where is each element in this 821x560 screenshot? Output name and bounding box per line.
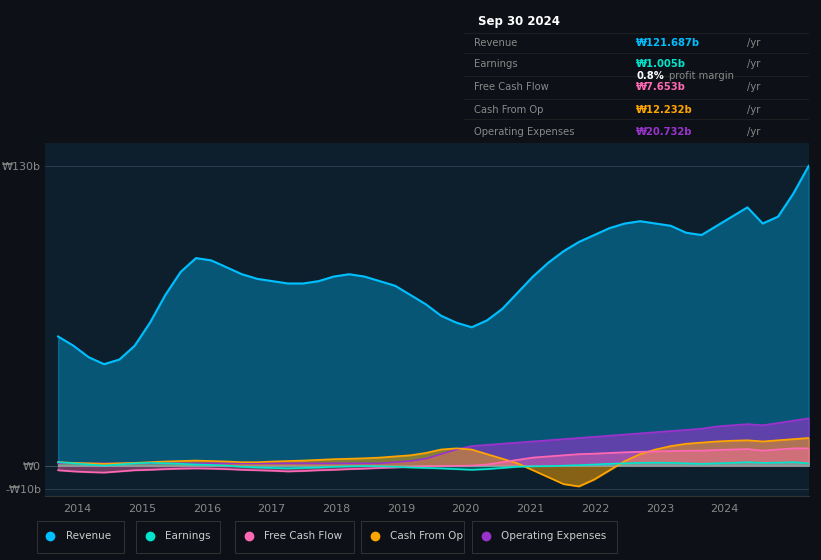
Text: ₩7.653b: ₩7.653b — [636, 82, 686, 92]
Text: Operating Expenses: Operating Expenses — [475, 127, 575, 137]
Text: Free Cash Flow: Free Cash Flow — [475, 82, 549, 92]
Text: Sep 30 2024: Sep 30 2024 — [478, 15, 560, 27]
Text: /yr: /yr — [746, 82, 760, 92]
Text: Earnings: Earnings — [475, 59, 518, 69]
Text: /yr: /yr — [746, 59, 760, 69]
Text: /yr: /yr — [746, 105, 760, 115]
Text: Free Cash Flow: Free Cash Flow — [264, 531, 342, 541]
Text: ₩1.005b: ₩1.005b — [636, 59, 686, 69]
Text: Earnings: Earnings — [165, 531, 210, 541]
Text: ₩121.687b: ₩121.687b — [636, 38, 700, 48]
Text: Operating Expenses: Operating Expenses — [501, 531, 606, 541]
Text: Cash From Op: Cash From Op — [390, 531, 463, 541]
Text: /yr: /yr — [746, 127, 760, 137]
Text: profit margin: profit margin — [669, 71, 734, 81]
Text: Revenue: Revenue — [66, 531, 111, 541]
Text: ₩12.232b: ₩12.232b — [636, 105, 693, 115]
Text: Revenue: Revenue — [475, 38, 517, 48]
Text: Cash From Op: Cash From Op — [475, 105, 544, 115]
Text: ₩20.732b: ₩20.732b — [636, 127, 693, 137]
Text: /yr: /yr — [746, 38, 760, 48]
Text: 0.8%: 0.8% — [636, 71, 664, 81]
